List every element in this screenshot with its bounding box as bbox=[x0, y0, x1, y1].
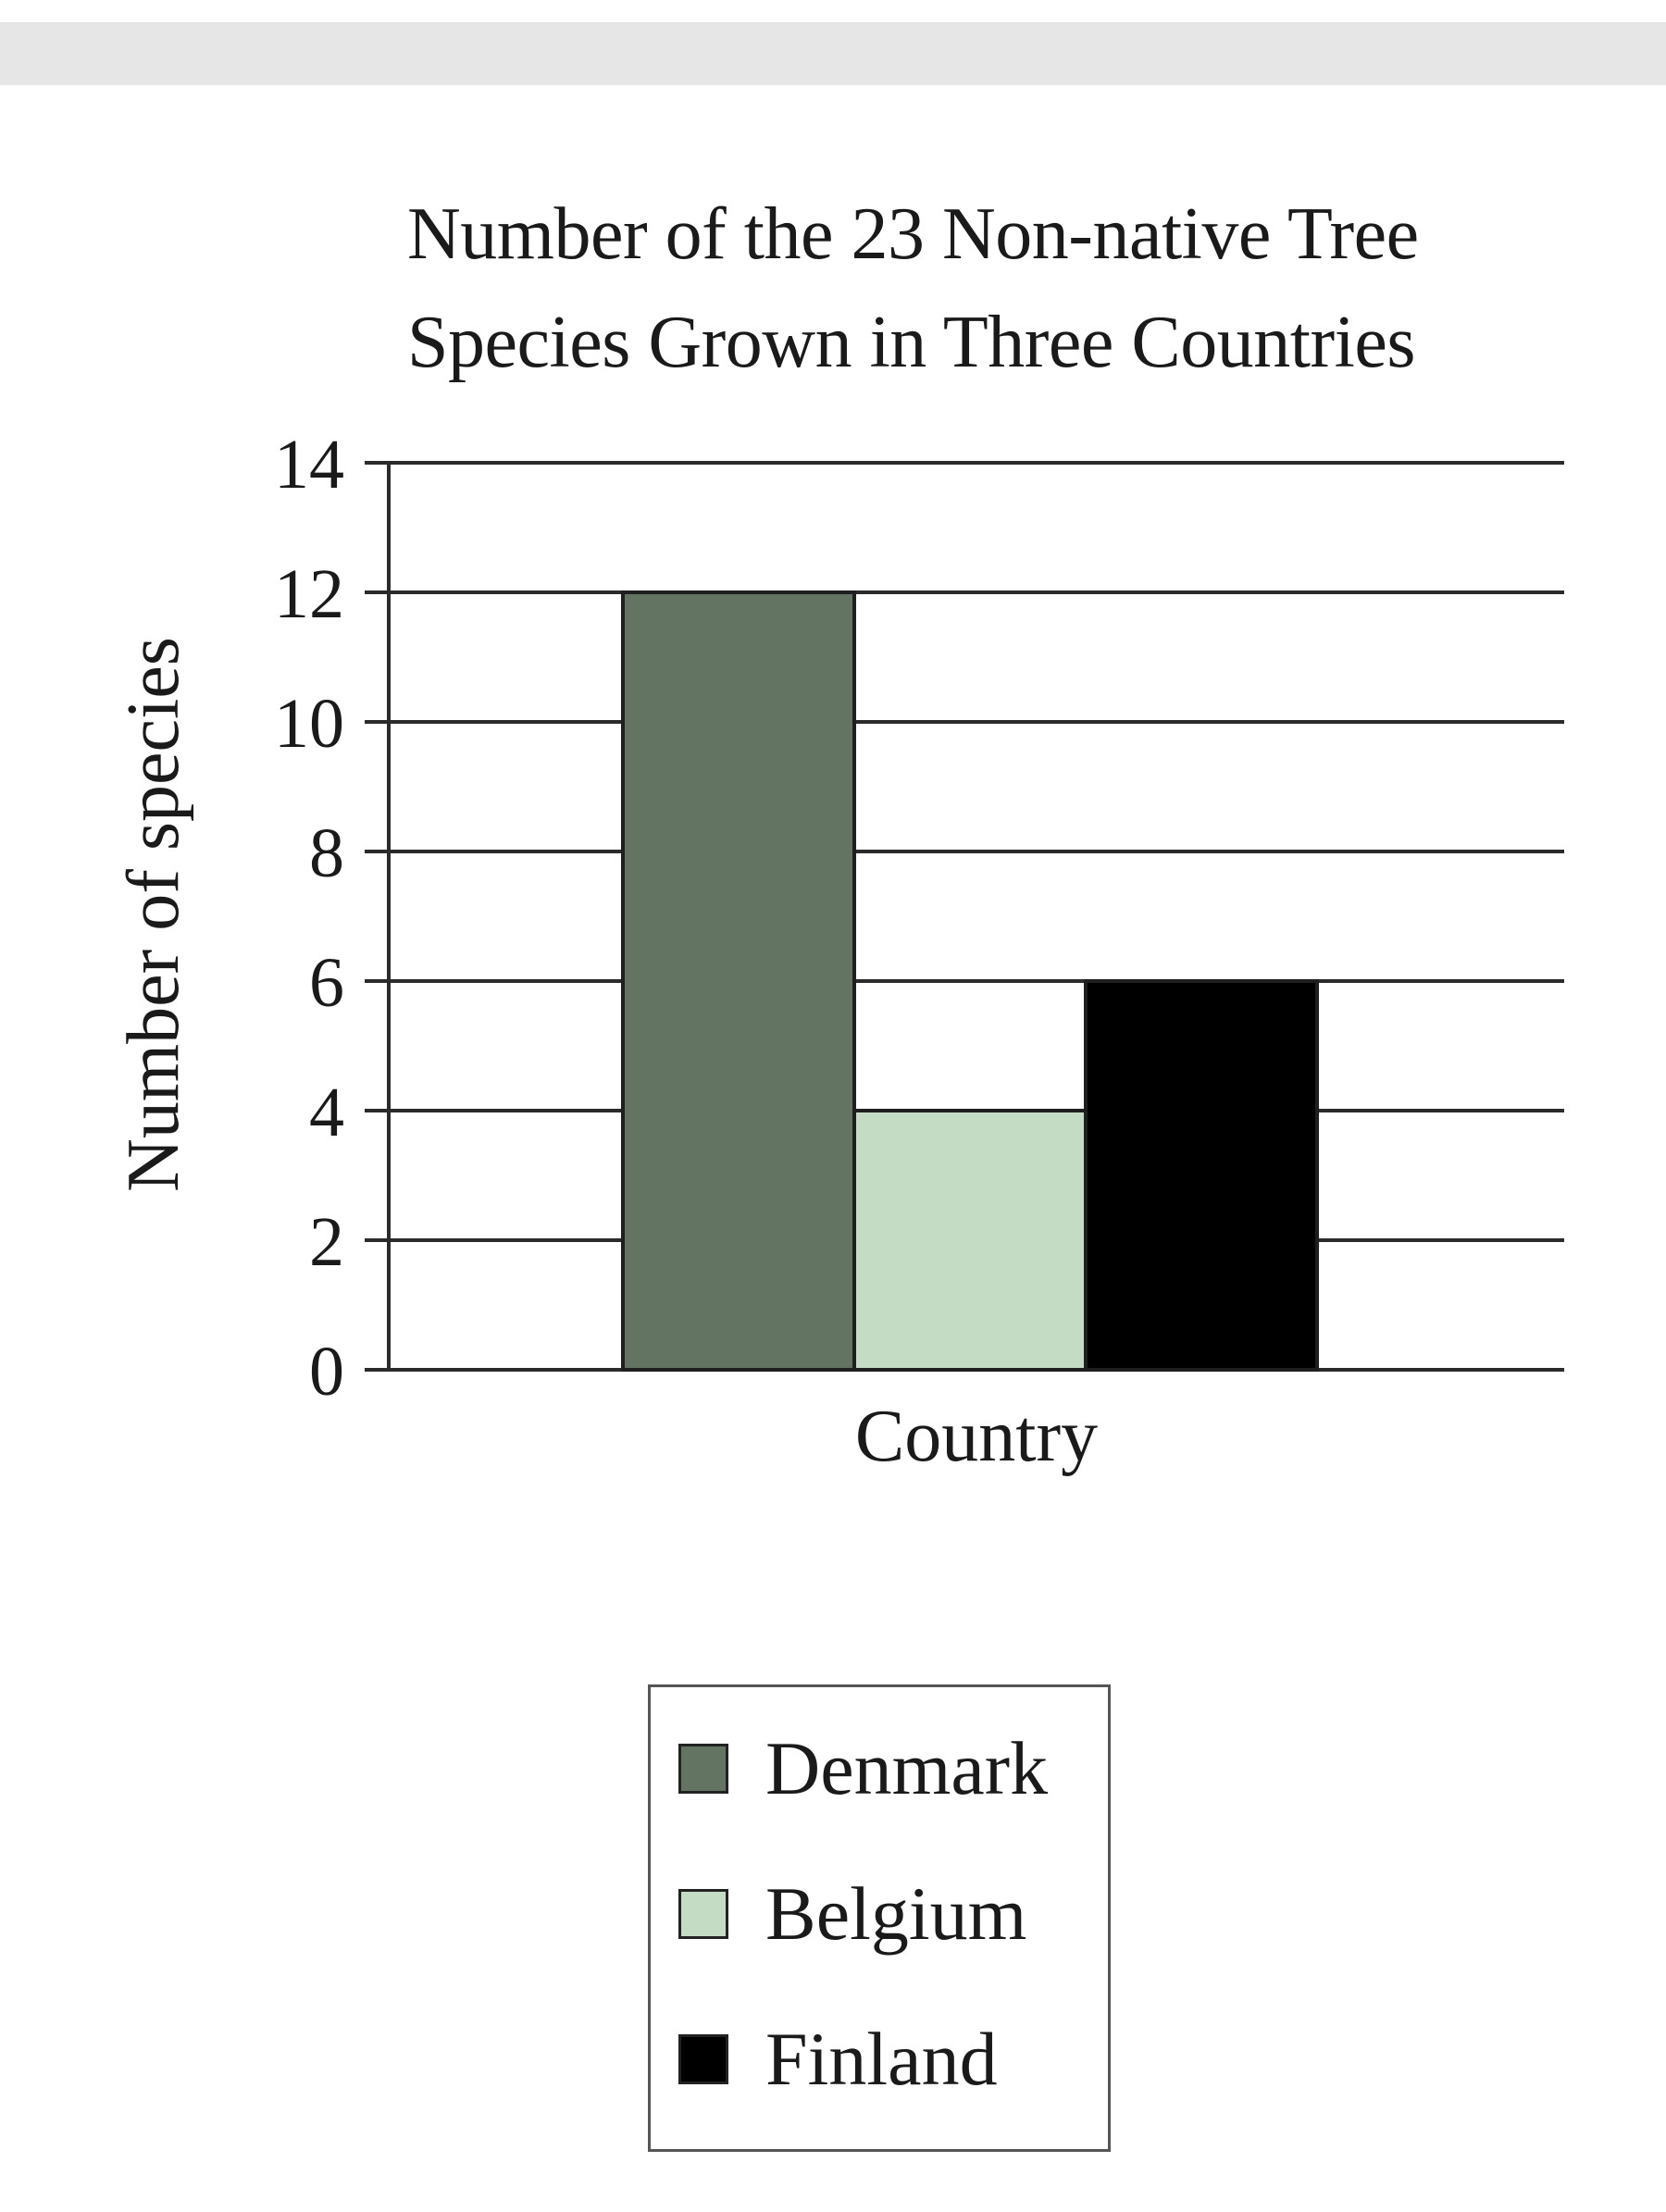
chart-plot: 0 2 4 6 8 10 12 14 Country Number of species bbox=[113, 426, 1564, 1477]
legend: Denmark Belgium Finland bbox=[648, 1684, 1111, 2152]
y-tick-label: 4 bbox=[309, 1074, 344, 1151]
bar-denmark bbox=[621, 590, 856, 1372]
y-tick-labels: 0 2 4 6 8 10 12 14 bbox=[274, 426, 344, 1410]
y-tick-label: 14 bbox=[274, 426, 344, 503]
chart-title-line-1: Number of the 23 Non-native Tree bbox=[407, 193, 1419, 275]
y-tick-label: 2 bbox=[309, 1203, 344, 1281]
bars bbox=[621, 590, 1319, 1372]
bar-finland bbox=[1084, 979, 1319, 1372]
y-tick-label: 0 bbox=[309, 1333, 344, 1410]
legend-swatch-finland bbox=[678, 2034, 728, 2084]
legend-swatch-denmark bbox=[678, 1744, 728, 1794]
legend-item-belgium: Belgium bbox=[678, 1871, 1027, 1956]
gridlines bbox=[389, 461, 1564, 1372]
chart-title-line-2: Species Grown in Three Countries bbox=[407, 302, 1415, 383]
y-tick-label: 8 bbox=[309, 814, 344, 892]
top-strip bbox=[0, 22, 1666, 85]
x-axis-label: Country bbox=[855, 1396, 1098, 1477]
y-tick-label: 12 bbox=[274, 555, 344, 633]
axes bbox=[365, 461, 391, 1372]
y-tick-label: 6 bbox=[309, 944, 344, 1022]
legend-item-denmark: Denmark bbox=[678, 1726, 1049, 1810]
y-tick-label: 10 bbox=[274, 685, 344, 763]
legend-label-belgium: Belgium bbox=[765, 1871, 1027, 1956]
chart-title: Number of the 23 Non-native Tree Species… bbox=[407, 180, 1555, 397]
legend-swatch-belgium bbox=[678, 1889, 728, 1939]
legend-label-finland: Finland bbox=[765, 2017, 998, 2101]
legend-item-finland: Finland bbox=[678, 2017, 998, 2101]
legend-label-denmark: Denmark bbox=[765, 1726, 1049, 1810]
y-axis-label: Number of species bbox=[113, 637, 194, 1192]
bar-belgium bbox=[852, 1109, 1088, 1372]
